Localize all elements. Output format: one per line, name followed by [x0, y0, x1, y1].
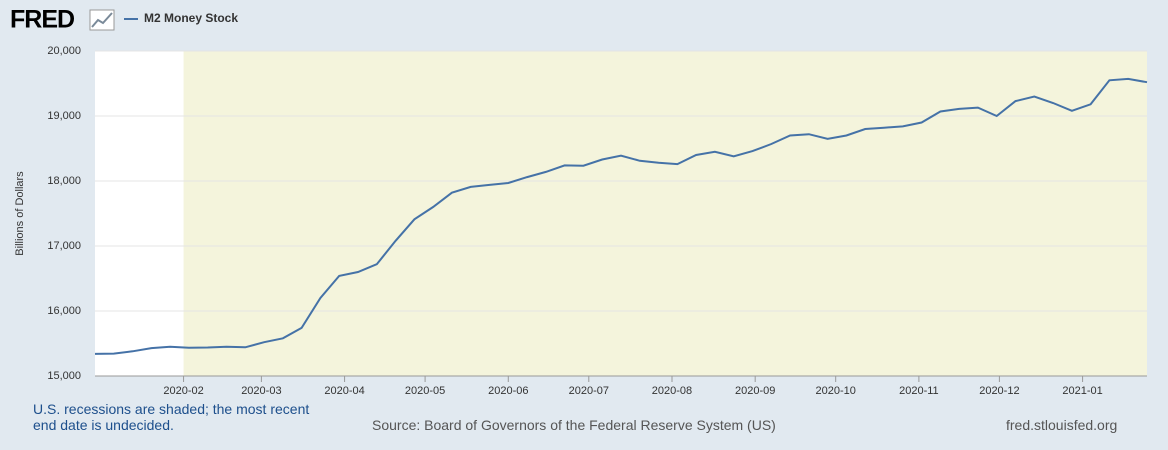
x-tick-label: 2020-06: [488, 385, 528, 397]
recession-shade: [183, 51, 1147, 376]
x-tick-label: 2020-11: [899, 385, 939, 397]
chart: FRED 15,000 16,000 17,000 18,000 19,000 20,00…: [10, 6, 1148, 397]
x-tick-label: 2020-08: [652, 385, 692, 397]
y-tick-label: 18,000: [47, 175, 81, 187]
x-tick-label: 2020-05: [405, 385, 445, 397]
x-tick-label: 2020-10: [816, 385, 856, 397]
x-tick-label: 2020-09: [735, 385, 775, 397]
y-tick-label: 16,000: [47, 305, 81, 317]
x-tick-label: 2020-03: [241, 385, 281, 397]
y-tick-label: 17,000: [47, 240, 81, 252]
y-axis-label: Billions of Dollars: [14, 171, 26, 256]
site-url: fred.stlouisfed.org: [1006, 417, 1118, 433]
y-tick-label: 15,000: [47, 370, 81, 382]
x-tick-label: 2021-01: [1062, 385, 1102, 397]
recession-note: U.S. recessions are shaded; the most rec…: [33, 401, 310, 433]
x-tick-label: 2020-04: [324, 385, 364, 397]
logo: FRED: [10, 6, 74, 34]
source: Source: Board of Governors of the Federa…: [372, 417, 776, 433]
series-line: [94, 77, 1148, 355]
x-tick-label: 2020-12: [979, 385, 1019, 397]
x-tick-label: 2020-07: [569, 385, 609, 397]
legend-label: M2 Money Stock: [144, 11, 238, 25]
y-tick-label: 19,000: [47, 110, 81, 122]
x-tick-label: 2020-02: [163, 385, 203, 397]
y-tick-label: 20,000: [47, 45, 81, 57]
logo-icon: [89, 9, 115, 31]
